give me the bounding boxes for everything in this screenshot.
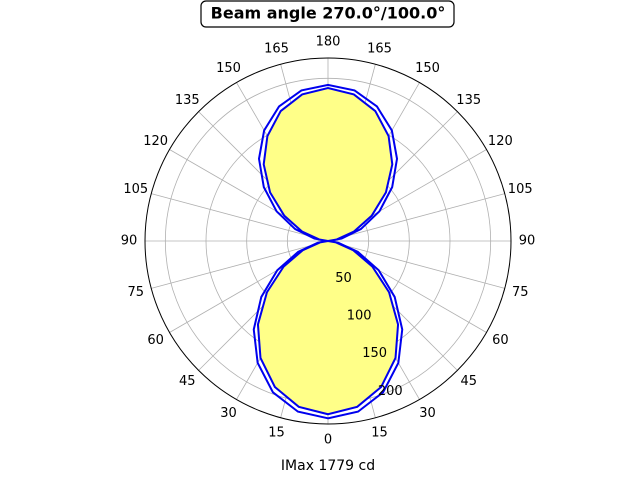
theta-tick-label: 90	[121, 234, 138, 249]
r-tick-label: 200	[378, 384, 403, 399]
r-tick-label: 100	[347, 309, 372, 324]
theta-tick-label: 105	[508, 182, 533, 197]
theta-tick-label: 15	[371, 426, 388, 441]
theta-tick-label: 120	[488, 134, 513, 149]
theta-tick-label: 135	[456, 93, 481, 108]
theta-tick-label: 60	[147, 333, 164, 348]
intensity-curve	[256, 87, 400, 416]
theta-tick-label: 0	[324, 433, 332, 448]
theta-tick-label: 90	[519, 234, 536, 249]
theta-tick-label: 75	[128, 285, 145, 300]
theta-tick-label: 165	[264, 41, 289, 56]
r-tick-label: 50	[335, 271, 352, 286]
theta-tick-label: 30	[419, 406, 436, 421]
title-box	[200, 0, 455, 28]
theta-tick-label: 15	[268, 426, 285, 441]
intensity-curve	[252, 83, 404, 420]
theta-tick-label: 105	[123, 182, 148, 197]
theta-tick-label: 45	[179, 374, 196, 389]
theta-tick-label: 165	[367, 41, 392, 56]
theta-tick-label: 60	[492, 333, 509, 348]
theta-tick-label: 180	[316, 35, 341, 50]
r-tick-label: 150	[362, 346, 387, 361]
theta-tick-label: 150	[415, 61, 440, 76]
theta-tick-label: 135	[175, 93, 200, 108]
polar-frame	[144, 57, 512, 425]
theta-tick-label: 75	[512, 285, 529, 300]
grid-line	[151, 240, 329, 289]
grid-line	[327, 193, 505, 242]
x-axis-label: IMax 1779 cd	[281, 458, 375, 474]
chart-title: Beam angle 270.0°/100.0°	[211, 4, 446, 23]
grid-line	[151, 193, 329, 242]
theta-tick-label: 30	[220, 406, 237, 421]
grid-line	[327, 240, 505, 289]
theta-tick-label: 45	[460, 374, 477, 389]
theta-tick-label: 150	[216, 61, 241, 76]
theta-tick-label: 120	[143, 134, 168, 149]
